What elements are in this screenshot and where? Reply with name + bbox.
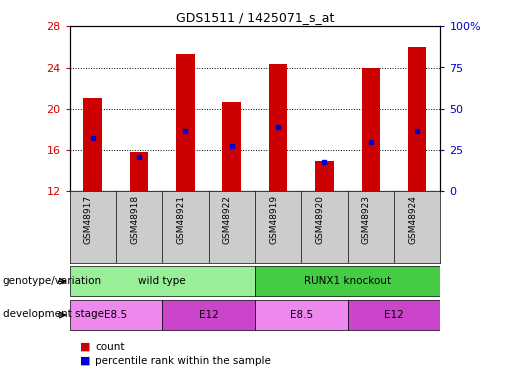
Bar [348, 300, 440, 330]
Text: GSM48921: GSM48921 [177, 195, 185, 244]
Bar [362, 68, 380, 191]
Text: wild type: wild type [139, 276, 186, 286]
Text: GSM48920: GSM48920 [316, 195, 324, 244]
Bar [176, 54, 195, 191]
Text: E8.5: E8.5 [290, 310, 313, 320]
Bar [315, 161, 334, 191]
Text: E8.5: E8.5 [105, 310, 127, 320]
Text: E12: E12 [199, 310, 218, 320]
Text: RUNX1 knockout: RUNX1 knockout [304, 276, 391, 286]
Text: GSM48919: GSM48919 [269, 195, 278, 244]
Text: ■: ■ [80, 356, 90, 366]
Bar [70, 266, 255, 296]
Title: GDS1511 / 1425071_s_at: GDS1511 / 1425071_s_at [176, 11, 334, 24]
Bar [222, 102, 241, 191]
Bar [269, 64, 287, 191]
Bar [255, 266, 440, 296]
Bar [70, 300, 162, 330]
Text: genotype/variation: genotype/variation [3, 276, 101, 285]
Text: GSM48917: GSM48917 [84, 195, 93, 244]
Text: E12: E12 [384, 310, 404, 320]
Text: GSM48922: GSM48922 [223, 195, 232, 244]
Text: development stage: development stage [3, 309, 104, 319]
Bar [130, 152, 148, 191]
Text: GSM48923: GSM48923 [362, 195, 371, 244]
Text: count: count [95, 342, 125, 352]
Text: ■: ■ [80, 342, 90, 352]
Bar [255, 300, 348, 330]
Bar [83, 99, 102, 191]
Text: GSM48918: GSM48918 [130, 195, 139, 244]
Bar [408, 47, 426, 191]
Text: GSM48924: GSM48924 [408, 195, 417, 244]
Text: percentile rank within the sample: percentile rank within the sample [95, 356, 271, 366]
Bar [162, 300, 255, 330]
